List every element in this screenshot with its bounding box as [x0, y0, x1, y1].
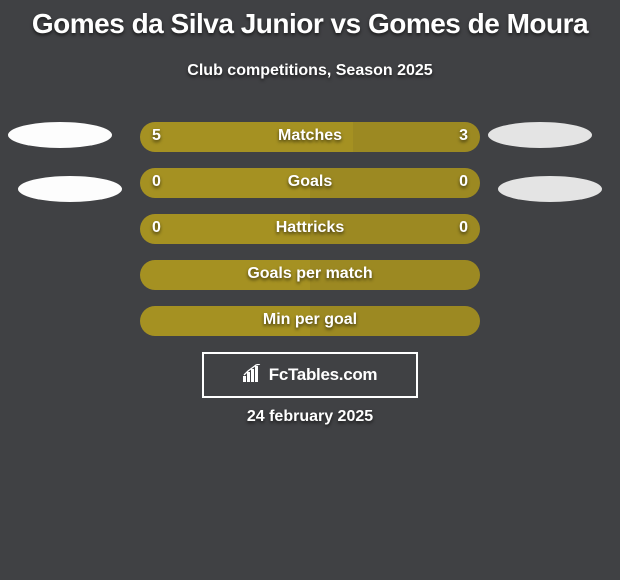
player-chip-right — [488, 122, 592, 148]
date-label: 24 february 2025 — [0, 408, 620, 426]
stat-label: Matches — [140, 127, 480, 145]
subtitle: Club competitions, Season 2025 — [0, 62, 620, 80]
stat-label: Goals per match — [140, 265, 480, 283]
stat-label: Min per goal — [140, 311, 480, 329]
stat-row: 00Hattricks — [140, 214, 480, 244]
stat-label: Hattricks — [140, 219, 480, 237]
brand-badge: FcTables.com — [202, 352, 418, 398]
brand-text: FcTables.com — [269, 365, 378, 385]
stat-row: Goals per match — [140, 260, 480, 290]
bar-chart-icon — [243, 364, 263, 387]
page-title: Gomes da Silva Junior vs Gomes de Moura — [0, 8, 620, 40]
comparison-infographic: Gomes da Silva Junior vs Gomes de Moura … — [0, 0, 620, 580]
player-chip-right — [498, 176, 602, 202]
player-chip-left — [8, 122, 112, 148]
stat-row: 00Goals — [140, 168, 480, 198]
stat-row: 53Matches — [140, 122, 480, 152]
stat-label: Goals — [140, 173, 480, 191]
stat-row: Min per goal — [140, 306, 480, 336]
player-chip-left — [18, 176, 122, 202]
